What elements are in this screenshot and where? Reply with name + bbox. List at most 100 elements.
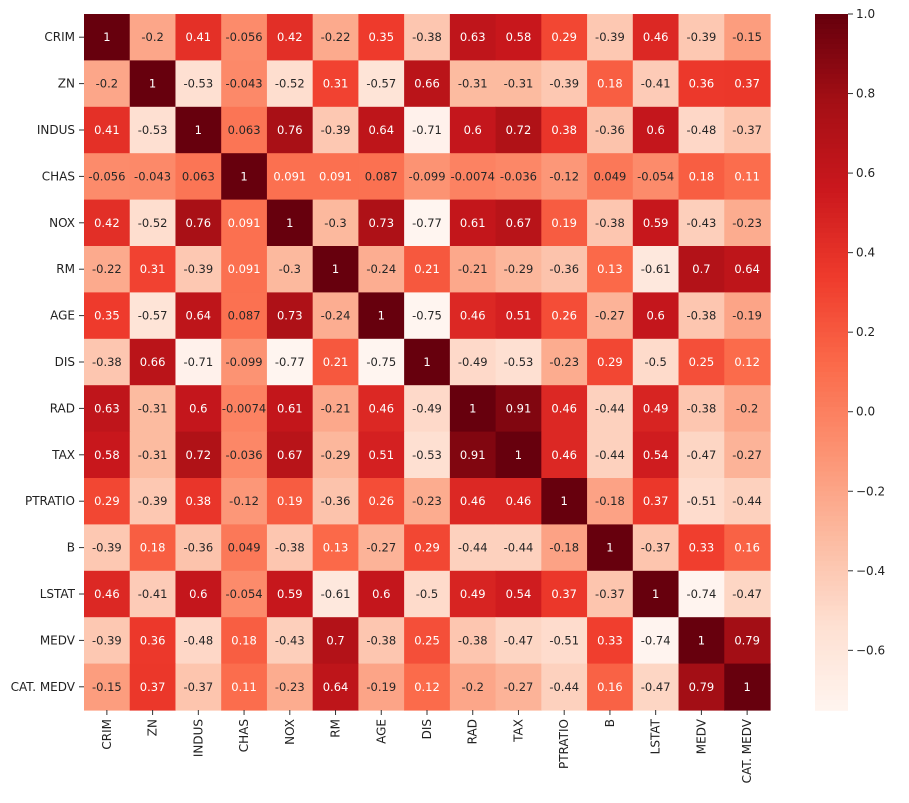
cell-value-label: 0.64: [368, 123, 394, 137]
cell-value-label: 0.61: [277, 401, 303, 415]
colorbar-segment: [815, 357, 848, 363]
colorbar-segment: [815, 337, 848, 343]
cell-value-label: -0.29: [504, 262, 534, 276]
cell-lstat-b: [587, 570, 634, 618]
cell-chas-lstat: [632, 153, 680, 201]
colorbar-segment: [815, 227, 848, 234]
cell-value-label: -0.2: [96, 77, 118, 91]
cell-value-label: 0.51: [368, 448, 394, 462]
colorbar-segment: [815, 555, 848, 562]
row-label-age: AGE: [50, 309, 75, 323]
colorbar-tick-label: 0.2: [856, 325, 875, 339]
colorbar-segment: [815, 461, 848, 468]
colorbar-segment: [815, 545, 848, 552]
colorbar-segment: [815, 93, 848, 100]
colorbar-segment: [815, 511, 848, 517]
cell-lstat-crim: [84, 570, 131, 618]
cell-value-label: -0.53: [138, 123, 168, 137]
cell-value-label: 0.26: [551, 309, 577, 323]
cell-value-label: -0.23: [412, 494, 442, 508]
cell-zn-rad: [449, 60, 497, 108]
cell-zn-dis: [404, 60, 451, 108]
cell-nox-indus: [175, 199, 222, 247]
colorbar-segment: [815, 670, 848, 676]
cell-value-label: 0.79: [689, 680, 715, 694]
cell-value-label: 0.46: [460, 309, 486, 323]
cell-value-label: -0.39: [92, 541, 122, 555]
cell-value-label: -0.27: [504, 680, 534, 694]
cell-value-label: -0.2: [736, 401, 758, 415]
cell-dis-crim: [84, 338, 131, 386]
colorbar-segment: [815, 277, 848, 284]
row-label-lstat: LSTAT: [40, 587, 76, 601]
cell-cat-medv-medv: [678, 663, 725, 711]
colorbar-tick-label: 1.0: [856, 7, 875, 21]
cell-age-zn: [129, 292, 177, 340]
cell-b-lstat: [632, 524, 680, 572]
colorbar-segment: [815, 202, 848, 209]
colorbar-segment: [815, 212, 848, 219]
colorbar-segment: [815, 217, 848, 224]
colorbar-segment: [815, 536, 848, 542]
cell-crim-crim: [84, 14, 131, 61]
cell-lstat-chas: [221, 570, 268, 618]
cell-value-label: 0.18: [140, 541, 166, 555]
colorbar-segment: [815, 401, 848, 408]
cell-medv-ptratio: [541, 617, 588, 665]
cell-value-label: 1: [378, 309, 385, 323]
cell-value-label: 0.59: [643, 216, 669, 230]
cell-indus-cat-medv: [724, 106, 771, 154]
cell-value-label: -0.39: [687, 30, 717, 44]
cell-cat-medv-rm: [312, 663, 359, 711]
colorbar-segment: [815, 466, 848, 473]
cell-ptratio-dis: [404, 478, 451, 525]
cell-dis-tax: [495, 338, 542, 386]
colorbar-segment: [815, 302, 848, 309]
cell-ptratio-medv: [678, 478, 725, 525]
cell-medv-b: [587, 617, 634, 665]
cell-value-label: -0.48: [183, 633, 213, 647]
cell-value-label: 0.42: [94, 216, 120, 230]
row-label-rad: RAD: [50, 401, 75, 415]
cell-value-label: 1: [103, 30, 110, 44]
cell-value-label: -0.2: [141, 30, 163, 44]
colorbar-segment: [815, 560, 848, 567]
cell-medv-chas: [221, 617, 268, 665]
cell-value-label: 0.72: [186, 448, 212, 462]
cell-age-lstat: [632, 292, 680, 340]
colorbar-segment: [815, 98, 848, 105]
cell-zn-rm: [312, 60, 359, 108]
heatmap-cells: [84, 14, 771, 711]
cell-value-label: -0.74: [641, 633, 671, 647]
colorbar-segment: [815, 526, 848, 532]
cell-value-label: -0.38: [687, 401, 717, 415]
cell-lstat-medv: [678, 570, 725, 618]
colorbar-segment: [815, 660, 848, 667]
colorbar-segment: [815, 680, 848, 686]
cell-rm-cat-medv: [724, 246, 771, 293]
cell-value-label: -0.39: [183, 262, 213, 276]
cell-ptratio-rm: [312, 478, 359, 525]
cell-tax-zn: [129, 431, 177, 479]
col-label-dis: DIS: [420, 719, 434, 739]
cell-b-rm: [312, 524, 359, 572]
cell-b-nox: [266, 524, 314, 572]
cell-value-label: -0.27: [732, 448, 762, 462]
cell-dis-dis: [404, 338, 451, 386]
cell-value-label: -0.043: [134, 169, 171, 183]
colorbar-segment: [815, 207, 848, 214]
colorbar-segment: [815, 148, 848, 154]
colorbar-segment: [815, 307, 848, 314]
cell-cat-medv-crim: [84, 663, 131, 711]
cell-b-medv: [678, 524, 725, 572]
cell-chas-nox: [266, 153, 314, 201]
colorbar-segment: [815, 237, 848, 244]
cell-value-label: -0.49: [458, 355, 488, 369]
cell-ptratio-crim: [84, 478, 131, 525]
cell-medv-rm: [312, 617, 359, 665]
cell-value-label: -0.44: [595, 401, 625, 415]
cell-value-label: -0.15: [92, 680, 122, 694]
row-label-ptratio: PTRATIO: [25, 494, 75, 508]
cell-nox-rm: [312, 199, 359, 247]
cell-value-label: 1: [561, 494, 568, 508]
